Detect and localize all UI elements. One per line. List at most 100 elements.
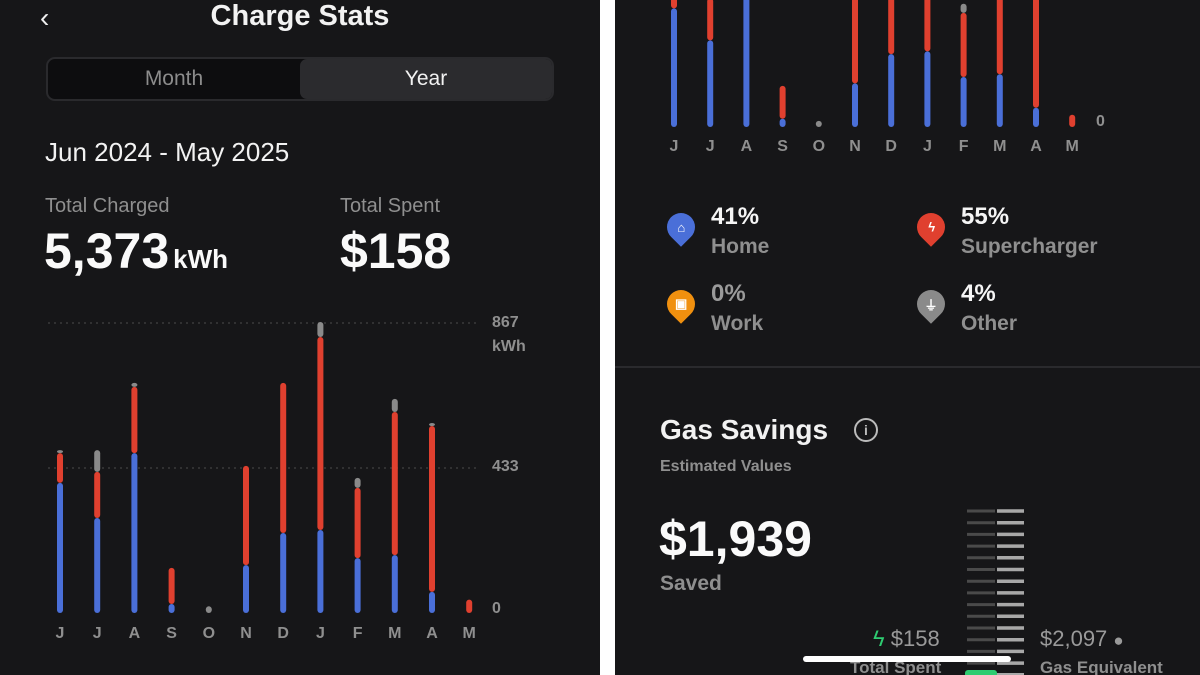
bar-segment-supercharger [317,337,324,531]
bar-segment-supercharger [57,453,63,483]
month-label: J [922,138,932,155]
month-label: A [740,138,753,155]
bar-segment-home [57,482,63,613]
bar-segment-other [429,423,435,427]
month-label: A [1030,138,1042,155]
bar-segment-supercharger [996,0,1003,75]
tab-month[interactable]: Month [144,67,204,90]
droplet-icon: ● [1113,631,1124,650]
month-label: M [993,138,1007,155]
monthly-charge-chart-scrolled [671,0,1076,128]
bar-segment-home [924,51,931,127]
breakdown-label: Other [961,312,1018,335]
bolt-icon: ϟ [873,626,885,651]
bar-segment-supercharger [707,0,714,41]
bar-segment-supercharger [354,487,361,559]
month-label: J [55,625,65,642]
month-label: A [426,625,438,642]
period-toggle[interactable]: Month Year [46,57,554,101]
bar-segment-supercharger [429,426,435,592]
month-label: O [202,625,216,642]
breakdown-percent: 0% [711,280,746,307]
breakdown-label: Home [711,235,770,258]
bar-segment-home [94,518,101,613]
home-indicator [803,656,1011,662]
section-divider [615,366,1200,368]
total-spent-amount: ϟ $158 [873,626,940,652]
bar-segment-other [960,3,967,13]
bar-segment-other [131,382,138,387]
bar-segment-home [391,555,398,613]
bar-segment-home [960,76,967,127]
spent-value: $158 [890,626,940,651]
charged-number: 5,373 [44,223,170,279]
savings-gauge [965,509,1024,675]
bar-segment-home [317,530,324,613]
breakdown-label: Supercharger [961,235,1098,258]
y-tick-zero: 0 [1096,113,1105,130]
total-spent-label: Total Spent [850,658,942,675]
bar-segment-home [131,453,138,613]
bar-segment-home [1033,107,1039,127]
bar-segment-supercharger [671,0,677,9]
bar-segment-supercharger [280,382,287,534]
gauge-spent-marker [965,670,997,675]
bar-segment-other [205,606,212,613]
bar-segment-supercharger [960,12,967,77]
total-charged-label: Total Charged [45,195,170,217]
gas-equivalent-amount: $2,097 ● [1040,626,1124,652]
saved-label: Saved [660,572,722,595]
month-label: N [849,138,861,155]
bar-segment-supercharger [94,471,101,519]
bar-segment-supercharger [466,599,473,613]
bar-segment-home [888,54,895,128]
monthly-charge-chart [48,321,476,613]
info-icon[interactable]: i [854,418,878,442]
bar-segment-other [317,321,324,338]
bar-segment-other [354,477,361,488]
month-label: M [462,625,476,642]
bar-segment-home [671,8,677,128]
bar-segment-home [779,118,786,127]
month-label: M [1065,138,1079,155]
bar-segment-home [243,565,249,613]
y-tick-zero: 0 [492,600,501,617]
bar-segment-home [168,603,175,613]
bar-segment-home [280,533,287,613]
month-label: S [777,138,788,155]
bar-segment-other [57,450,63,454]
y-tick-mid: 433 [492,458,519,475]
month-label: M [388,625,402,642]
gas-savings-title: Gas Savings [660,414,829,445]
month-label: J [92,625,102,642]
charge-stats-screen: ‹ Charge Stats Month Year Jun 2024 - May… [0,0,600,675]
month-label: A [128,625,141,642]
bar-segment-home [429,591,435,613]
month-label: S [166,625,177,642]
bar-segment-supercharger [243,465,249,566]
bar-segment-supercharger [852,0,858,84]
bar-segment-home [354,558,361,613]
bar-segment-supercharger [779,85,786,119]
breakdown-percent: 4% [961,280,996,307]
breakdown-percent: 55% [961,203,1010,230]
total-spent-label: Total Spent [340,195,441,217]
bar-segment-home [852,83,858,127]
month-label: F [352,625,363,642]
month-label: J [705,138,715,155]
page-title: Charge Stats [210,0,390,32]
saved-value: $1,939 [659,511,812,567]
bar-segment-other [94,450,101,472]
month-label: D [885,138,897,155]
date-range: Jun 2024 - May 2025 [45,137,290,167]
bar-segment-supercharger [888,0,895,55]
tab-year[interactable]: Year [300,59,552,99]
month-label: F [958,138,969,155]
back-chevron-icon[interactable]: ‹ [40,2,50,33]
y-tick-max: 867 [492,314,519,331]
month-label: O [812,138,826,155]
bar-segment-other [815,120,822,127]
gas-savings-subtitle: Estimated Values [660,458,792,475]
gas-value: $2,097 [1040,626,1108,651]
